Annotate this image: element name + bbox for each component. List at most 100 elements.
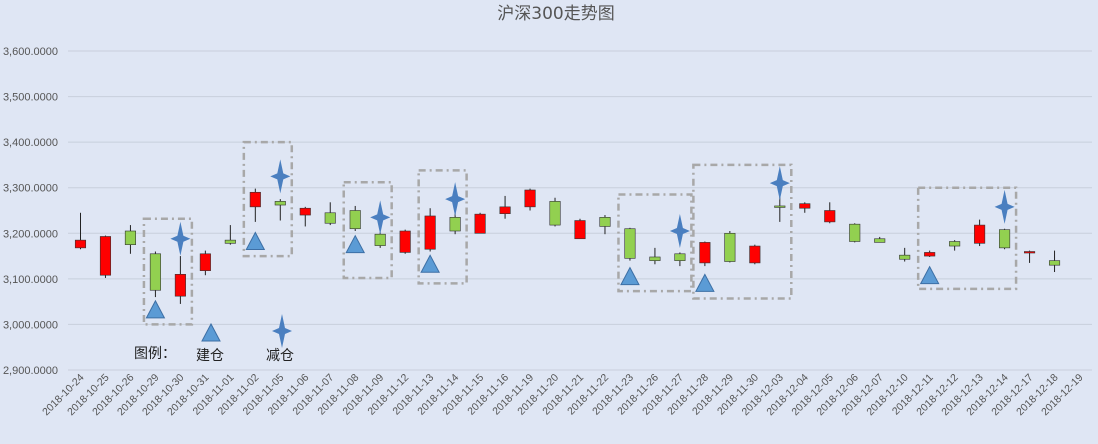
candle-body [1024, 251, 1036, 254]
candle-body [774, 205, 786, 208]
candle [749, 244, 761, 265]
y-tick-label: 2,900.0000 [3, 365, 58, 377]
candle [99, 235, 112, 278]
candle-body [74, 239, 87, 249]
build-triangle-marker [695, 273, 715, 292]
candle [74, 212, 87, 250]
position-box [916, 186, 1018, 291]
candle-body [224, 239, 236, 244]
candle-body [749, 245, 761, 264]
candle [574, 218, 586, 240]
candle [274, 199, 286, 221]
position-box [342, 180, 393, 280]
candle-body [349, 210, 361, 230]
candle [349, 205, 361, 232]
build-triangle-marker [345, 234, 366, 254]
y-tick-label: 3,500.0000 [3, 92, 58, 104]
candle-body [699, 242, 711, 264]
y-tick-label: 3,100.0000 [3, 274, 58, 286]
reduce-star-marker [994, 189, 1015, 224]
candle-body [799, 203, 811, 209]
candle-body [549, 201, 561, 226]
candle [399, 229, 411, 254]
candle-body [399, 230, 411, 253]
candle-body [949, 241, 961, 247]
candle [374, 232, 386, 248]
candle [324, 202, 336, 226]
candle-body [624, 228, 636, 259]
position-box [692, 163, 793, 300]
candle [424, 208, 436, 252]
candle [524, 188, 536, 211]
candle [174, 256, 186, 304]
candle [799, 202, 811, 213]
legend-reduce-label: 减仓 [266, 348, 294, 364]
candle-body [324, 212, 336, 224]
candle-body [999, 229, 1011, 249]
y-tick-label: 3,200.0000 [3, 228, 58, 240]
candle [624, 227, 636, 261]
reduce-star-marker [669, 214, 690, 249]
candle [699, 241, 711, 267]
candle-body [1048, 260, 1061, 266]
candle [974, 219, 986, 247]
candle [1048, 250, 1061, 273]
candle [224, 225, 236, 245]
trade-markers [145, 159, 1015, 319]
candle-body [374, 233, 386, 246]
reduce-star-marker [445, 182, 466, 217]
reduce-star-marker [170, 221, 191, 256]
candle-body [599, 217, 611, 227]
candle [649, 247, 661, 265]
build-triangle-marker [245, 231, 266, 250]
candle [249, 188, 261, 222]
candle [674, 252, 686, 267]
chart-title: 沪深300走势图 [497, 4, 614, 24]
reduce-star-marker [270, 159, 291, 194]
candle [124, 225, 136, 254]
candle-body [449, 217, 461, 232]
legend: 图例： 建仓 减仓 [134, 314, 294, 364]
legend-build-triangle-icon [201, 322, 221, 342]
candle [849, 223, 861, 243]
candle-body [724, 232, 736, 262]
candle-body [574, 220, 586, 240]
candle-body [874, 238, 886, 243]
build-triangle-marker [620, 266, 640, 286]
reduce-star-marker [370, 200, 391, 235]
candle-body [149, 253, 161, 291]
candle [199, 250, 211, 276]
gridlines [68, 50, 1092, 371]
candle [599, 215, 611, 235]
candle-body [424, 215, 436, 250]
candle [549, 197, 561, 227]
legend-build-label: 建仓 [196, 348, 224, 364]
y-tick-label: 3,600.0000 [3, 46, 58, 58]
candle [824, 202, 836, 224]
reduce-star-marker [769, 166, 790, 201]
x-axis: 2018-10-242018-10-252018-10-262018-10-29… [40, 372, 1086, 419]
candle-body [849, 223, 861, 242]
candles [74, 187, 1061, 304]
candle-body [649, 256, 661, 261]
candle [299, 206, 311, 227]
candle [899, 247, 911, 262]
candle [149, 251, 161, 298]
candle [1024, 250, 1036, 263]
legend-title: 图例： [134, 346, 176, 362]
candle-body [99, 236, 112, 276]
candle-body [499, 206, 511, 214]
candle-body [474, 213, 486, 234]
build-triangle-marker [919, 265, 940, 285]
candle-body [124, 230, 136, 245]
position-box [417, 169, 468, 285]
candle-body [924, 252, 936, 257]
candle-body [274, 201, 286, 206]
candle [949, 240, 961, 251]
position-box [617, 193, 693, 293]
candle-body [299, 207, 311, 216]
build-triangle-marker [420, 254, 440, 273]
candle [449, 212, 461, 235]
candle [724, 231, 736, 263]
